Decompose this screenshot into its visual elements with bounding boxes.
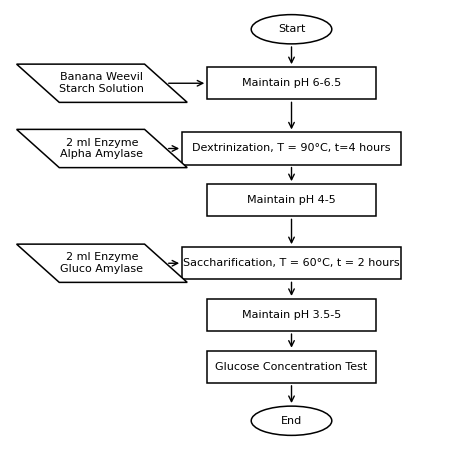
Polygon shape (17, 64, 187, 103)
Polygon shape (17, 244, 187, 283)
FancyBboxPatch shape (207, 351, 375, 383)
Text: Maintain pH 6-6.5: Maintain pH 6-6.5 (242, 78, 341, 88)
Text: Dextrinization, T = 90°C, t=4 hours: Dextrinization, T = 90°C, t=4 hours (192, 144, 391, 153)
Ellipse shape (251, 14, 332, 44)
FancyBboxPatch shape (182, 132, 401, 165)
FancyBboxPatch shape (182, 247, 401, 279)
Ellipse shape (251, 406, 332, 436)
Text: Maintain pH 3.5-5: Maintain pH 3.5-5 (242, 310, 341, 320)
Text: 2 ml Enzyme
Alpha Amylase: 2 ml Enzyme Alpha Amylase (60, 138, 144, 159)
Text: Glucose Concentration Test: Glucose Concentration Test (215, 362, 368, 372)
FancyBboxPatch shape (207, 67, 375, 99)
FancyBboxPatch shape (207, 299, 375, 331)
Text: Maintain pH 4-5: Maintain pH 4-5 (247, 195, 336, 205)
Text: End: End (281, 416, 302, 426)
Polygon shape (17, 130, 187, 168)
Text: Banana Weevil
Starch Solution: Banana Weevil Starch Solution (59, 72, 145, 94)
Text: Start: Start (278, 24, 305, 34)
Text: 2 ml Enzyme
Gluco Amylase: 2 ml Enzyme Gluco Amylase (60, 252, 144, 274)
Text: Saccharification, T = 60°C, t = 2 hours: Saccharification, T = 60°C, t = 2 hours (183, 258, 400, 268)
FancyBboxPatch shape (207, 184, 375, 216)
